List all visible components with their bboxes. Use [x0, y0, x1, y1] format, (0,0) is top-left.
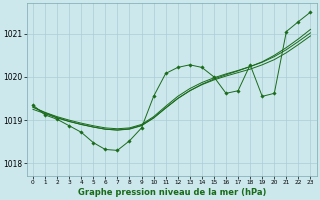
- X-axis label: Graphe pression niveau de la mer (hPa): Graphe pression niveau de la mer (hPa): [77, 188, 266, 197]
